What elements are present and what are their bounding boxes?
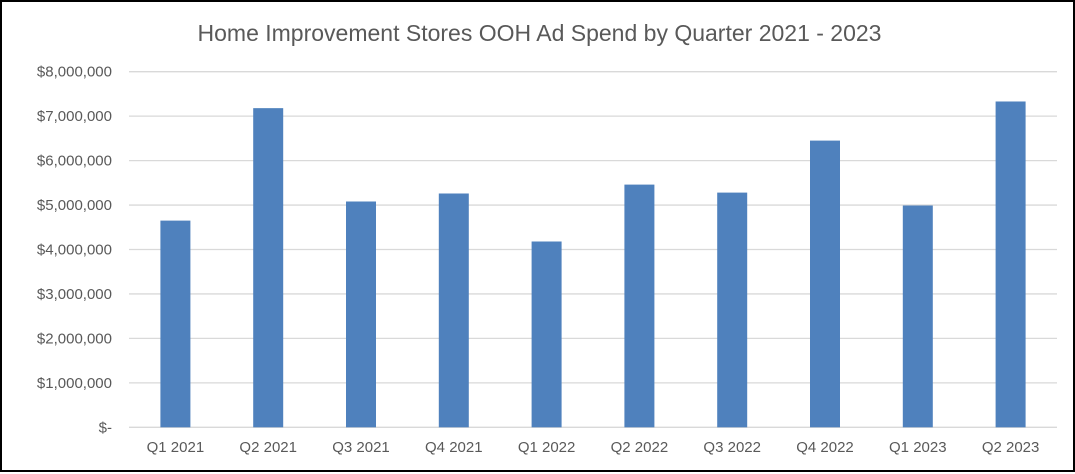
y-tick-label: $- [99,419,112,436]
x-tick-label: Q3 2022 [703,439,761,456]
x-tick-label: Q2 2022 [611,439,669,456]
bar [160,220,191,428]
y-tick-label: $7,000,000 [37,108,112,125]
y-tick-label: $8,000,000 [37,64,112,81]
bar [995,101,1026,428]
y-tick-label: $6,000,000 [37,153,112,170]
x-tick-label: Q3 2021 [332,439,390,456]
bar [624,184,655,428]
y-tick-label: $5,000,000 [37,197,112,214]
x-tick-label: Q1 2023 [889,439,947,456]
chart-title: Home Improvement Stores OOH Ad Spend by … [197,20,882,46]
x-tick-label: Q4 2022 [796,439,854,456]
y-tick-label: $3,000,000 [37,286,112,303]
bar [902,205,933,428]
x-tick-label: Q4 2021 [425,439,483,456]
y-tick-label: $4,000,000 [37,242,112,259]
y-tick-label: $2,000,000 [37,330,112,347]
x-tick-label: Q1 2022 [518,439,576,456]
y-tick-label: $1,000,000 [37,375,112,392]
x-tick-label: Q2 2023 [982,439,1040,456]
bar [253,108,284,428]
bar [717,192,748,428]
bar [531,241,562,428]
x-tick-label: Q1 2021 [147,439,205,456]
x-tick-label: Q2 2021 [239,439,297,456]
bar [438,193,469,428]
bar [346,201,376,428]
bar [810,140,840,428]
